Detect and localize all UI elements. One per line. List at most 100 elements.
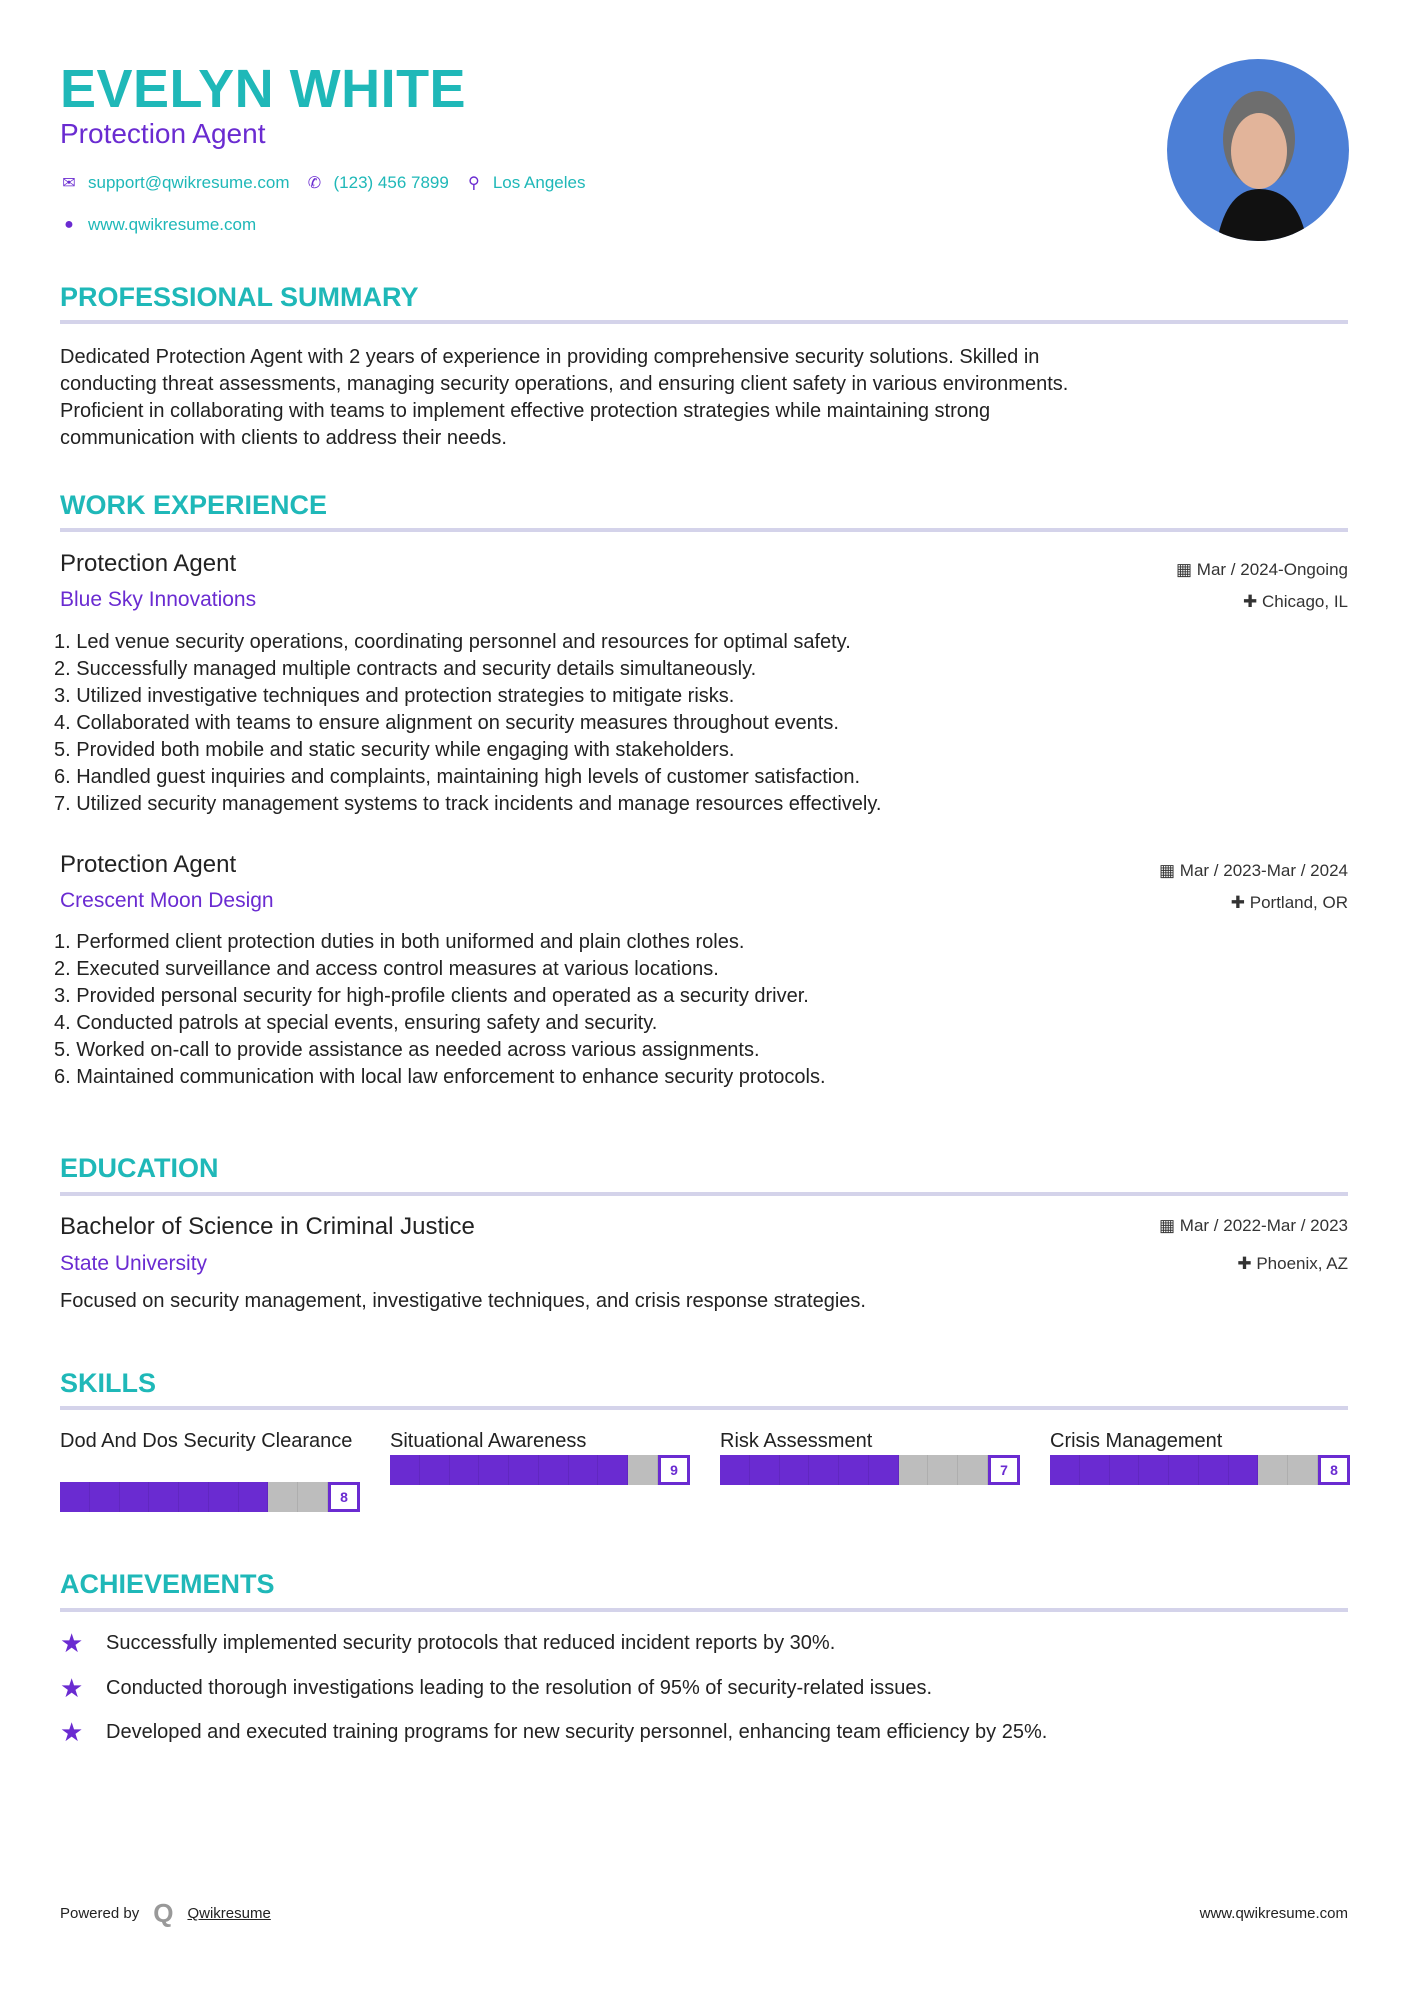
skill-level-value: 7 [988,1455,1021,1485]
globe-icon: ● [64,216,74,233]
bar-segment [779,1455,810,1485]
achievement-text: Developed and executed training programs… [106,1721,1048,1743]
skill-name: Dod And Dos Security Clearance [60,1430,353,1452]
bullet-item: 3. Provided personal security for high-p… [54,985,809,1007]
bar-segment [390,1455,420,1485]
location-text: Chicago, IL [1262,592,1348,611]
bullet-item: 7. Utilized security management systems … [54,793,882,815]
star-icon: ★ [60,1717,84,1747]
job-title: Protection Agent [60,550,237,577]
bar-segment [839,1455,869,1485]
candidate-title: Protection Agent [60,118,266,149]
skill-item: Situational Awareness 9 [390,1428,691,1512]
star-icon: ★ [60,1673,84,1703]
divider [60,1192,1348,1196]
job-title: Protection Agent [60,851,237,878]
job-bullets: 1. Led venue security operations, coordi… [54,629,881,818]
job-bullets: 1. Performed client protection duties in… [54,929,826,1091]
degree: Bachelor of Science in Criminal Justice [60,1213,475,1240]
pin-icon: ✚ [1237,1254,1257,1273]
bullet-item: 2. Executed surveillance and access cont… [54,958,719,980]
footer-powered: Powered by Q Qwikresume [60,1898,271,1929]
achievement-text: Successfully implemented security protoc… [106,1632,836,1654]
bar-segment [898,1455,929,1485]
bar-segment [89,1482,120,1512]
bar-segment [568,1455,599,1485]
email-link[interactable]: support@qwikresume.com [88,173,290,192]
skill-name: Risk Assessment [720,1430,873,1452]
bar-segment [208,1482,239,1512]
star-icon: ★ [60,1628,84,1658]
location-text: Los Angeles [492,173,586,192]
skill-level-bar: 8 [60,1482,361,1512]
bullet-item: 4. Collaborated with teams to ensure ali… [54,712,839,734]
skill-item: Dod And Dos Security Clearance 8 [60,1428,361,1512]
bar-segment [1139,1455,1170,1485]
bullet-item: 1. Performed client protection duties in… [54,931,745,953]
bar-segment [868,1455,899,1485]
skill-level-value: 8 [328,1482,361,1512]
summary-text: Dedicated Protection Agent with 2 years … [60,344,1348,452]
skill-name: Situational Awareness [390,1430,587,1452]
skill-level-bar: 7 [720,1455,1021,1485]
website-link[interactable]: www.qwikresume.com [88,215,257,234]
bullet-item: 5. Provided both mobile and static secur… [54,739,735,761]
bar-segment [538,1455,569,1485]
brand-link[interactable]: Qwikresume [187,1905,271,1922]
website-row: ● www.qwikresume.com [60,215,256,235]
bar-segment [598,1455,629,1485]
section-heading-skills: SKILLS [60,1368,157,1398]
bar-segment [628,1455,659,1485]
bar-segment [1198,1455,1229,1485]
bullet-item: 1. Led venue security operations, coordi… [54,631,851,653]
job-date: ▦ Mar / 2023-Mar / 2024 [1159,861,1348,881]
bullet-item: 6. Maintained communication with local l… [54,1066,826,1088]
achievement-item: ★ Conducted thorough investigations leadi… [60,1673,932,1704]
summary-line: Dedicated Protection Agent with 2 years … [60,346,1040,368]
skill-name: Crisis Management [1050,1430,1223,1452]
bar-segment [928,1455,959,1485]
bar-segment [1050,1455,1080,1485]
bar-segment [749,1455,780,1485]
bar-segment [179,1482,209,1512]
skill-level-bar: 9 [390,1455,691,1485]
achievement-item: ★ Developed and executed training program… [60,1717,1047,1748]
footer-url[interactable]: www.qwikresume.com [1199,1905,1348,1922]
bullet-item: 6. Handled guest inquiries and complaint… [54,766,860,788]
bar-segment [1288,1455,1319,1485]
bar-segment [119,1482,150,1512]
bullet-item: 5. Worked on-call to provide assistance … [54,1039,760,1061]
contact-row: ✉ support@qwikresume.com ✆ (123) 456 7899 … [60,173,585,193]
summary-line: Proficient in collaborating with teams t… [60,400,991,422]
bar-segment [958,1455,989,1485]
calendar-icon: ▦ [1159,1216,1180,1235]
profile-photo [1167,59,1349,241]
bar-segment [238,1482,269,1512]
skills-grid: Dod And Dos Security Clearance 8 Situation… [60,1428,1351,1512]
bar-segment [1258,1455,1289,1485]
bar-segment [1079,1455,1110,1485]
location-pin-icon: ⚲ [467,175,480,192]
education-description: Focused on security management, investig… [60,1290,866,1312]
email-icon: ✉ [62,175,76,192]
candidate-name: EVELYN WHITE [60,59,467,119]
summary-line: communication with clients to address th… [60,427,507,449]
education-location: ✚ Phoenix, AZ [1237,1254,1348,1274]
pin-icon: ✚ [1230,893,1250,912]
phone-icon: ✆ [307,175,322,192]
company-name: Blue Sky Innovations [60,588,257,611]
job-date: ▦ Mar / 2024-Ongoing [1176,560,1348,580]
bar-segment [298,1482,329,1512]
bar-segment [720,1455,750,1485]
skill-level-bar: 8 [1050,1455,1351,1485]
divider [60,528,1348,532]
phone-text: (123) 456 7899 [333,173,449,192]
powered-by-label: Powered by [60,1905,140,1922]
section-heading-education: EDUCATION [60,1153,219,1183]
bar-segment [419,1455,450,1485]
divider [60,1406,1348,1410]
skill-item: Crisis Management 8 [1050,1428,1351,1512]
bar-segment [809,1455,840,1485]
bar-segment [60,1482,90,1512]
bar-segment [1228,1455,1259,1485]
